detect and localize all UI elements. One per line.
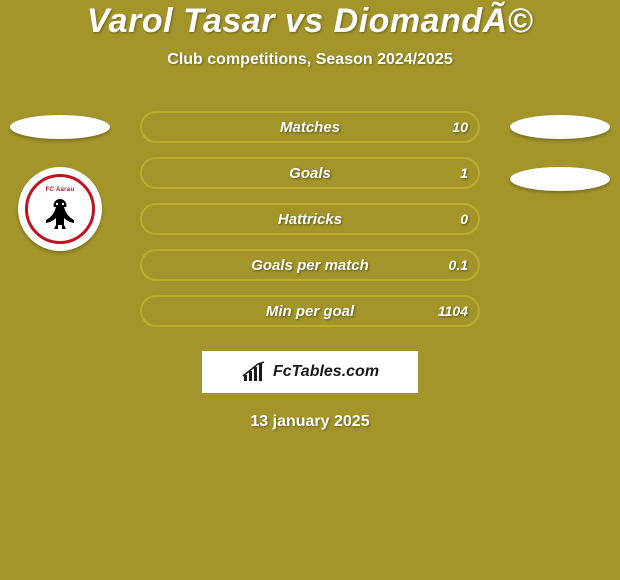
brand-box: FcTables.com xyxy=(202,351,418,393)
stat-row: Matches 10 xyxy=(140,111,480,143)
stat-value-right: 1 xyxy=(460,165,468,181)
stat-rows: Matches 10 Goals 1 Hattricks 0 Goals per… xyxy=(140,111,480,327)
stat-label: Hattricks xyxy=(278,211,342,228)
club-badge-text: FC Aarau xyxy=(46,187,75,193)
left-player-ellipse xyxy=(10,115,110,139)
left-column: FC Aarau xyxy=(0,111,120,251)
stat-value-right: 0.1 xyxy=(449,257,468,273)
stat-value-right: 10 xyxy=(452,119,468,135)
stat-value-right: 1104 xyxy=(438,303,468,319)
stat-label: Matches xyxy=(280,119,340,136)
right-column xyxy=(500,111,620,191)
stat-label: Goals per match xyxy=(251,257,369,274)
stat-row: Goals per match 0.1 xyxy=(140,249,480,281)
main-layout: FC Aarau Matches xyxy=(0,111,620,431)
eagle-icon xyxy=(36,189,84,237)
brand-text: FcTables.com xyxy=(273,363,379,381)
stat-row: Goals 1 xyxy=(140,157,480,189)
left-club-badge: FC Aarau xyxy=(18,167,102,251)
club-badge-inner: FC Aarau xyxy=(25,174,95,244)
stat-label: Min per goal xyxy=(266,303,354,320)
stat-row: Hattricks 0 xyxy=(140,203,480,235)
right-player-ellipse-1 xyxy=(510,115,610,139)
right-player-ellipse-2 xyxy=(510,167,610,191)
content-wrapper: Varol Tasar vs DiomandÃ© Club competitio… xyxy=(0,0,620,431)
bar-chart-icon xyxy=(241,361,267,383)
stat-label: Goals xyxy=(289,165,331,182)
stat-row: Min per goal 1104 xyxy=(140,295,480,327)
page-title: Varol Tasar vs DiomandÃ© xyxy=(0,2,620,41)
stat-value-right: 0 xyxy=(460,211,468,227)
page-subtitle: Club competitions, Season 2024/2025 xyxy=(0,51,620,69)
date-line: 13 january 2025 xyxy=(0,413,620,431)
